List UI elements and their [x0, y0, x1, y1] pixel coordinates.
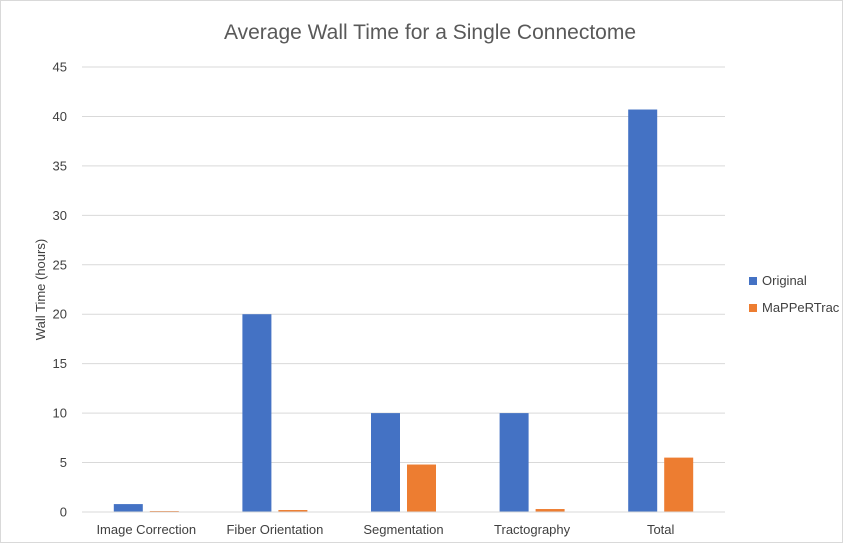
- bar-original: [628, 109, 658, 513]
- legend-label: Original: [762, 273, 807, 288]
- bar-mappertrac: [535, 509, 565, 512]
- bar-mappertrac: [278, 510, 308, 512]
- legend-swatch: [749, 304, 757, 312]
- chart-title: Average Wall Time for a Single Connectom…: [223, 21, 637, 44]
- bar-mappertrac: [407, 464, 436, 512]
- x-tick-label: Image Correction: [96, 522, 196, 537]
- x-tick-label: Tractography: [494, 522, 571, 537]
- x-tick-label: Segmentation: [363, 522, 443, 537]
- y-axis-title: Wall Time (hours): [33, 239, 48, 340]
- bar-original: [499, 413, 529, 512]
- y-tick-label: 20: [53, 307, 67, 322]
- bar-original: [113, 504, 143, 512]
- y-tick-label: 45: [53, 60, 67, 75]
- x-tick-label: Total: [647, 522, 675, 537]
- y-tick-label: 5: [60, 455, 67, 470]
- y-tick-label: 30: [53, 208, 67, 223]
- bar-mappertrac: [664, 457, 694, 512]
- y-tick-label: 25: [53, 257, 67, 272]
- bar-original: [371, 413, 400, 512]
- y-tick-label: 15: [53, 356, 67, 371]
- y-tick-label: 40: [53, 109, 67, 124]
- legend-swatch: [749, 277, 757, 285]
- y-tick-label: 0: [60, 505, 67, 520]
- legend-label: MaPPeRTrac: [762, 300, 840, 315]
- y-tick-label: 10: [53, 406, 67, 421]
- bar-original: [242, 314, 272, 512]
- x-tick-label: Fiber Orientation: [226, 522, 323, 537]
- y-tick-label: 35: [53, 158, 67, 173]
